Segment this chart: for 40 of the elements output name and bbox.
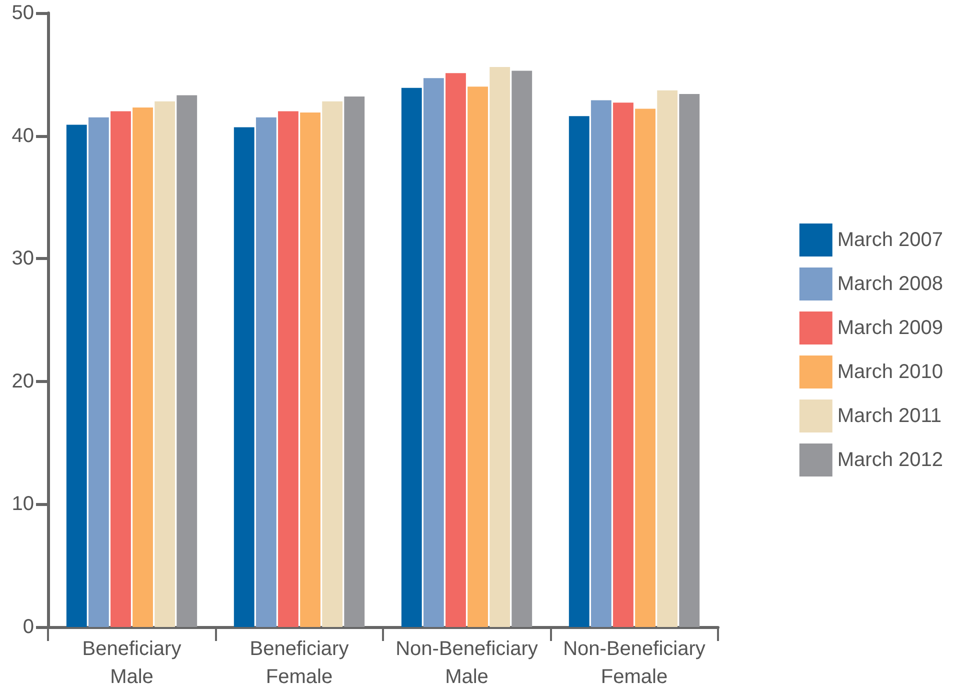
bar [66,124,87,627]
bar [468,86,488,627]
bar [657,90,678,627]
legend-label: March 2007 [837,229,944,251]
y-tick-label: 30 [12,248,34,270]
bar [344,96,365,627]
bar [110,111,131,627]
bar [154,101,176,627]
bar [278,111,298,627]
x-tick-label: Beneficiary Female [250,638,349,688]
bar [234,127,254,627]
y-tick-label: 50 [12,2,34,24]
y-tick-label: 20 [12,370,34,392]
bar [679,94,700,627]
bar [613,102,634,627]
legend-label: March 2009 [837,317,944,339]
x-tick-label: Beneficiary Male [82,638,182,688]
bar [88,117,109,627]
x-tick-label: Non-Beneficiary Male [396,638,538,688]
bar [132,108,153,627]
legend-label: March 2008 [837,273,944,295]
bar [300,112,320,627]
bar [401,88,422,627]
y-tick-label: 40 [12,124,34,147]
bar [446,73,466,627]
bar [176,95,198,627]
bar [590,100,612,627]
legend-label: March 2011 [837,405,942,427]
x-tick-label: Non-Beneficiary Female [563,638,706,688]
legend-label: March 2012 [837,449,944,471]
y-tick-label: 10 [12,493,34,516]
legend-label: March 2010 [837,361,944,383]
bar [512,70,532,627]
bar [322,101,343,627]
bar [635,108,656,627]
bar [490,67,510,627]
bar [256,117,276,627]
y-tick-label: 0 [22,616,34,638]
bar [423,78,444,627]
bar [568,116,590,627]
